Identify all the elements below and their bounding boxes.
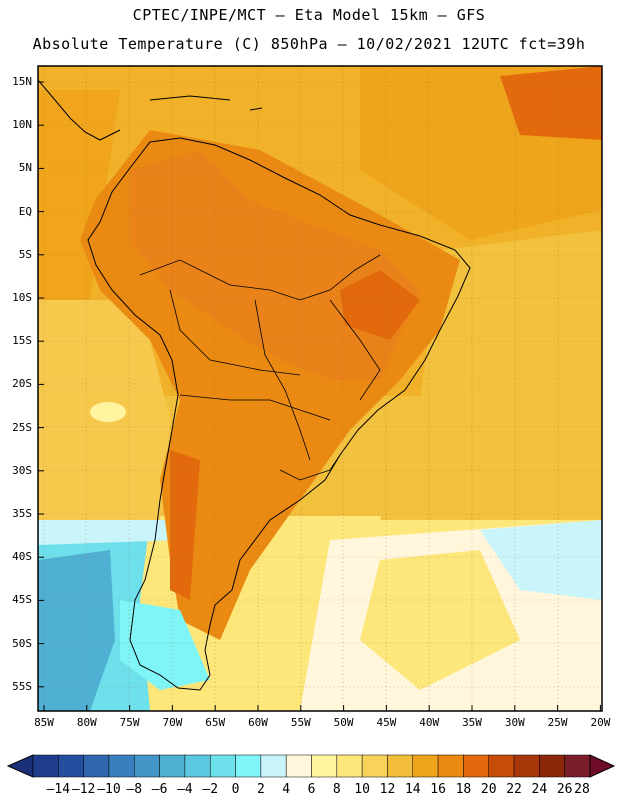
colorbar-swatch xyxy=(539,754,565,778)
colorbar-swatch xyxy=(159,754,186,778)
field-south-yellow xyxy=(360,550,520,690)
lat-label-50s: 50S xyxy=(12,636,32,650)
lon-label-55w: 55W xyxy=(290,716,311,729)
colorbar-label: 16 xyxy=(430,782,446,797)
colorbar-label: –2 xyxy=(202,782,219,797)
lon-label-30w: 30W xyxy=(504,716,525,729)
coastlines xyxy=(38,79,471,691)
lat-label-15s: 15S xyxy=(12,334,32,348)
lon-label-60w: 60W xyxy=(248,716,268,729)
colorbar-low-arrow xyxy=(6,754,34,778)
field-pacific-coldest xyxy=(38,550,115,711)
lat-label-40s: 40S xyxy=(12,550,32,564)
colorbar-label: –6 xyxy=(151,782,168,797)
lat-label-55s: 55S xyxy=(12,679,32,693)
lon-label-25w: 25W xyxy=(547,716,568,729)
lat-label-25s: 25S xyxy=(12,420,32,434)
axis-ticks xyxy=(38,81,601,711)
colorbar-swatch xyxy=(108,754,135,778)
colorbar-swatch xyxy=(387,754,414,778)
colorbar-label: 20 xyxy=(480,782,497,797)
lat-label-5n: 5N xyxy=(18,161,32,175)
colorbar xyxy=(6,754,616,778)
colorbar-swatch xyxy=(58,754,84,778)
field-pacific-cool-spot xyxy=(90,402,126,422)
lon-label-45w: 45W xyxy=(376,716,397,729)
lat-label-35s: 35S xyxy=(12,507,32,520)
colorbar-swatch xyxy=(564,754,591,778)
field-andes-hot xyxy=(170,450,200,600)
colorbar-swatch xyxy=(260,754,287,778)
colorbar-label: 22 xyxy=(506,782,522,797)
colorbar-swatch xyxy=(488,754,515,778)
colorbar-label: 10 xyxy=(354,782,370,797)
colorbar-swatch xyxy=(134,754,160,778)
colorbar-label: –12 xyxy=(71,782,96,797)
colorbar-label: 8 xyxy=(332,782,341,797)
colorbar-swatch xyxy=(513,754,540,778)
caribbean-islands xyxy=(149,95,263,111)
field-pacific-transition xyxy=(38,520,200,545)
lon-label-20w: 20W xyxy=(590,716,611,729)
lon-label-50w: 50W xyxy=(333,716,354,729)
colorbar-label: 28 xyxy=(574,782,590,797)
field-atlantic-hot xyxy=(500,66,602,140)
colorbar-swatch xyxy=(336,754,363,778)
field-south-cool xyxy=(480,520,602,600)
south-america-coastline xyxy=(87,137,471,691)
lon-label-65w: 65W xyxy=(205,716,226,729)
lat-label-20s: 20S xyxy=(12,377,32,391)
field-land-hottest xyxy=(340,270,420,340)
lat-label-5s: 5S xyxy=(18,247,32,261)
colorbar-label: –8 xyxy=(126,782,143,797)
colorbar-swatch xyxy=(463,754,489,778)
colorbar-label: –10 xyxy=(97,782,121,797)
colorbar-label: 12 xyxy=(379,782,396,797)
lon-label-80w: 80W xyxy=(76,716,97,729)
lon-label-70w: 70W xyxy=(162,716,183,729)
colorbar-swatch xyxy=(285,754,312,778)
colorbar-label: 14 xyxy=(404,782,421,797)
field-patagonia-tip xyxy=(120,600,210,690)
colorbar-swatch xyxy=(32,754,59,778)
colorbar-swatch xyxy=(361,754,388,778)
colorbar-label: 18 xyxy=(455,782,472,797)
country-borders xyxy=(139,254,381,481)
lat-label-45s: 45S xyxy=(12,593,32,607)
temperature-field xyxy=(38,66,602,711)
colorbar-swatch xyxy=(412,754,439,778)
colorbar-swatch xyxy=(209,754,236,778)
colorbar-label: 4 xyxy=(282,782,291,797)
colorbar-swatch xyxy=(235,754,262,778)
colorbar-label: 2 xyxy=(256,782,265,797)
colorbar-swatch xyxy=(311,754,338,778)
colorbar-label: 24 xyxy=(531,782,548,797)
field-pacific-warm xyxy=(38,90,120,300)
lat-label-eq: EQ xyxy=(18,204,32,218)
colorbar-swatch xyxy=(184,754,211,778)
colorbar-swatch xyxy=(83,754,110,778)
lat-label-10s: 10S xyxy=(12,291,32,304)
colorbar-label: 0 xyxy=(231,782,240,797)
lat-label-10n: 10N xyxy=(12,118,32,132)
colorbar-label: –14 xyxy=(46,782,71,797)
colorbar-label: 26 xyxy=(556,782,573,797)
lon-label-40w: 40W xyxy=(419,716,440,729)
colorbar-label: 6 xyxy=(307,782,316,797)
lon-label-85w: 85W xyxy=(34,716,54,729)
colorbar-label: –4 xyxy=(177,782,193,797)
lon-label-75w: 75W xyxy=(119,716,140,729)
lat-label-15n: 15N xyxy=(12,75,32,88)
colorbar-swatch xyxy=(437,754,464,778)
map-frame xyxy=(37,65,603,712)
map-subtitle: Absolute Temperature (C) 850hPa – 10/02/… xyxy=(32,35,586,53)
map-title: CPTEC/INPE/MCT – Eta Model 15km – GFS xyxy=(132,6,486,24)
central-america-coast xyxy=(38,79,121,141)
colorbar-high-arrow xyxy=(589,754,616,778)
lon-label-35w: 35W xyxy=(462,716,482,729)
lat-label-30s: 30S xyxy=(12,463,32,477)
